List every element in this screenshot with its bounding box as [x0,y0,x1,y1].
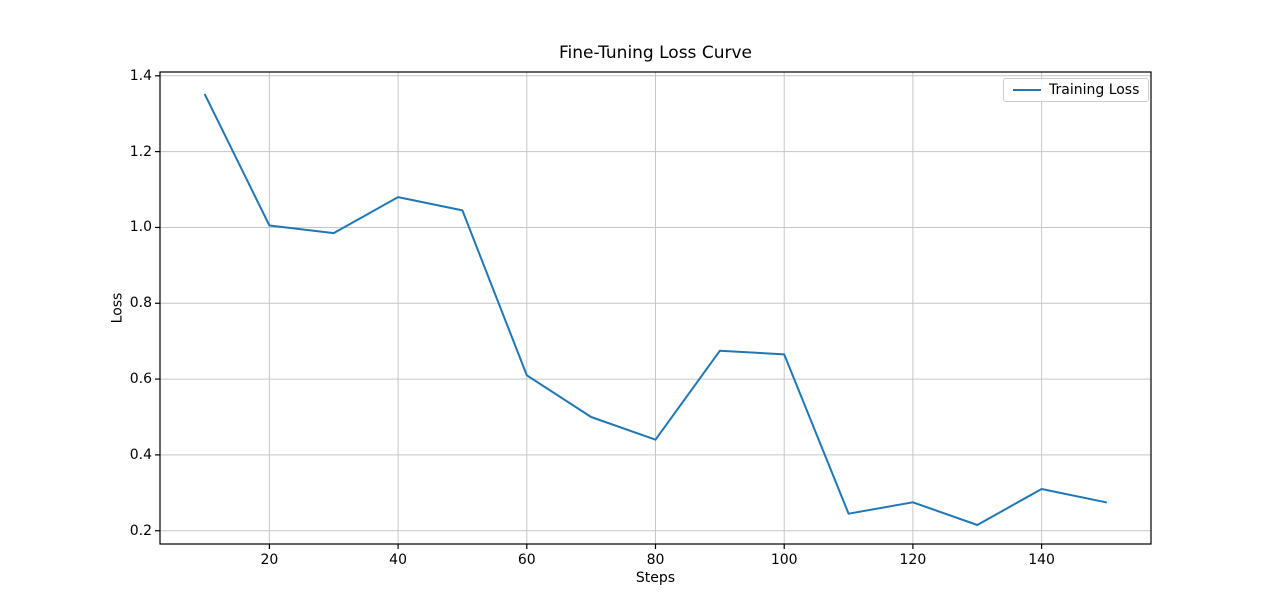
y-tick-label: 1.0 [129,219,152,236]
x-tick-label: 80 [646,552,665,568]
y-tick-label: 0.2 [129,522,152,539]
x-tick-label: 140 [1028,552,1055,568]
legend-line-swatch [1013,89,1041,91]
y-tick-label: 0.6 [129,371,152,388]
y-tick-label: 1.4 [129,67,152,84]
x-tick-label: 20 [260,552,279,568]
chart-title: Fine-Tuning Loss Curve [559,43,752,63]
y-tick-label: 0.4 [129,446,152,463]
x-tick-label: 40 [389,552,408,568]
training-loss-line [204,93,1107,526]
x-tick-label: 100 [770,552,798,568]
y-tick-label: 1.2 [129,143,152,160]
legend-label: Training Loss [1049,82,1140,98]
x-tick-label: 60 [517,552,536,568]
x-tick-label: 120 [899,552,927,568]
x-axis-label: Steps [635,570,676,586]
y-tick-label: 0.8 [129,295,152,312]
legend: Training Loss [1003,78,1150,102]
